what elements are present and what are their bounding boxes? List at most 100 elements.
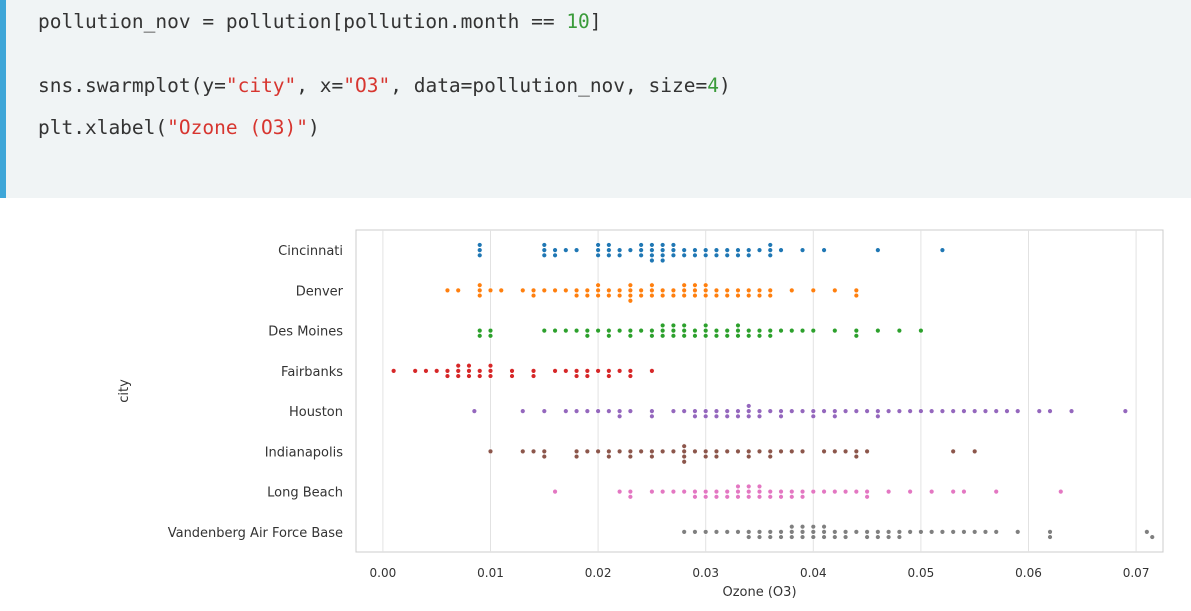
swarm-point: [606, 368, 612, 374]
swarm-point: [746, 327, 752, 334]
swarm-point: [616, 368, 623, 374]
swarm-point: [778, 494, 784, 500]
swarm-point: [692, 252, 698, 259]
swarm-point: [756, 247, 763, 253]
swarm-point: [789, 494, 795, 500]
swarm-point: [670, 252, 677, 259]
swarm-point: [993, 408, 999, 414]
swarm-point: [735, 327, 741, 334]
x-tick-label: 0.02: [585, 566, 612, 580]
swarm-point: [455, 368, 461, 374]
swarm-point: [627, 368, 634, 374]
swarm-point: [746, 448, 752, 455]
swarm-point: [810, 534, 816, 540]
swarm-point: [853, 529, 860, 535]
swarm-point: [756, 488, 763, 495]
swarm-point: [1004, 408, 1010, 414]
swarm-point: [659, 287, 666, 294]
swarm-point: [477, 242, 483, 248]
swarm-point: [670, 287, 677, 294]
swarm-point: [702, 252, 709, 259]
swarm-point: [466, 362, 472, 369]
swarm-point: [659, 333, 666, 339]
swarm-point: [659, 448, 666, 455]
swarm-point: [530, 292, 537, 299]
swarm-point: [444, 373, 451, 379]
swarm-point: [649, 287, 655, 294]
swarm-point: [509, 373, 515, 379]
swarm-point: [681, 408, 687, 414]
swarm-point: [471, 408, 478, 414]
swarm-point: [541, 242, 547, 248]
swarm-point: [789, 534, 795, 540]
swarm-point: [713, 247, 720, 253]
swarm-point: [778, 413, 784, 420]
swarm-point: [778, 448, 784, 455]
swarm-point: [563, 408, 569, 414]
swarm-point: [584, 373, 591, 379]
swarm-point: [928, 408, 935, 414]
swarm-point: [950, 448, 956, 455]
swarm-point: [1122, 408, 1129, 414]
swarm-point: [724, 252, 730, 259]
swarm-point: [789, 523, 795, 530]
swarm-point: [541, 247, 547, 253]
swarm-point: [735, 322, 741, 329]
swarm-point: [778, 247, 784, 253]
swarm-point: [885, 488, 892, 495]
swarm-point: [864, 448, 870, 455]
swarm-point: [756, 287, 763, 294]
swarm-point: [627, 287, 634, 294]
y-axis-label: city: [117, 379, 132, 403]
swarm-point: [552, 488, 558, 495]
swarm-point: [821, 448, 827, 455]
swarm-point: [950, 529, 956, 535]
swarm-point: [735, 247, 741, 253]
swarm-point: [832, 529, 838, 535]
swarm-point: [412, 368, 418, 374]
swarm-point: [584, 327, 591, 334]
swarm-point: [907, 488, 913, 495]
swarm-point: [477, 252, 483, 259]
swarm-point: [756, 529, 763, 535]
swarm-point: [541, 453, 547, 460]
swarm-point: [552, 287, 558, 294]
swarm-point: [584, 448, 591, 455]
swarm-point: [918, 327, 924, 334]
swarm-point: [1047, 534, 1053, 540]
swarm-point: [477, 287, 483, 294]
swarm-point: [584, 333, 591, 339]
swarm-point: [444, 368, 451, 374]
swarm-point: [649, 448, 655, 455]
swarm-point: [681, 448, 687, 455]
swarm-point: [541, 408, 547, 414]
swarm-point: [530, 368, 537, 374]
swarm-point: [498, 287, 504, 294]
swarm-point: [746, 529, 752, 535]
swarm-point: [649, 247, 655, 253]
swarm-point: [982, 408, 989, 414]
swarm-point: [659, 247, 666, 253]
swarm-point: [670, 448, 677, 455]
swarm-point: [563, 247, 569, 253]
swarm-point: [584, 368, 591, 374]
y-tick-label: Long Beach: [267, 486, 343, 501]
swarm-point: [638, 247, 644, 253]
swarm-point: [487, 373, 494, 379]
swarm-point: [563, 368, 569, 374]
swarm-point: [649, 413, 655, 420]
swarm-point: [735, 408, 741, 414]
y-tick-label: Des Moines: [268, 325, 343, 340]
swarm-point: [573, 453, 580, 460]
swarm-point: [810, 408, 816, 414]
swarm-point: [1144, 529, 1150, 535]
swarm-point: [477, 327, 483, 334]
swarm-point: [681, 327, 687, 334]
code-line-2: sns.swarmplot(y="city", x="O3", data=pol…: [38, 74, 731, 97]
swarm-point: [649, 408, 655, 414]
swarm-point: [939, 408, 946, 414]
swarm-point: [670, 327, 677, 334]
swarm-point: [649, 282, 655, 288]
swarm-point: [530, 448, 537, 455]
swarm-point: [670, 247, 677, 253]
